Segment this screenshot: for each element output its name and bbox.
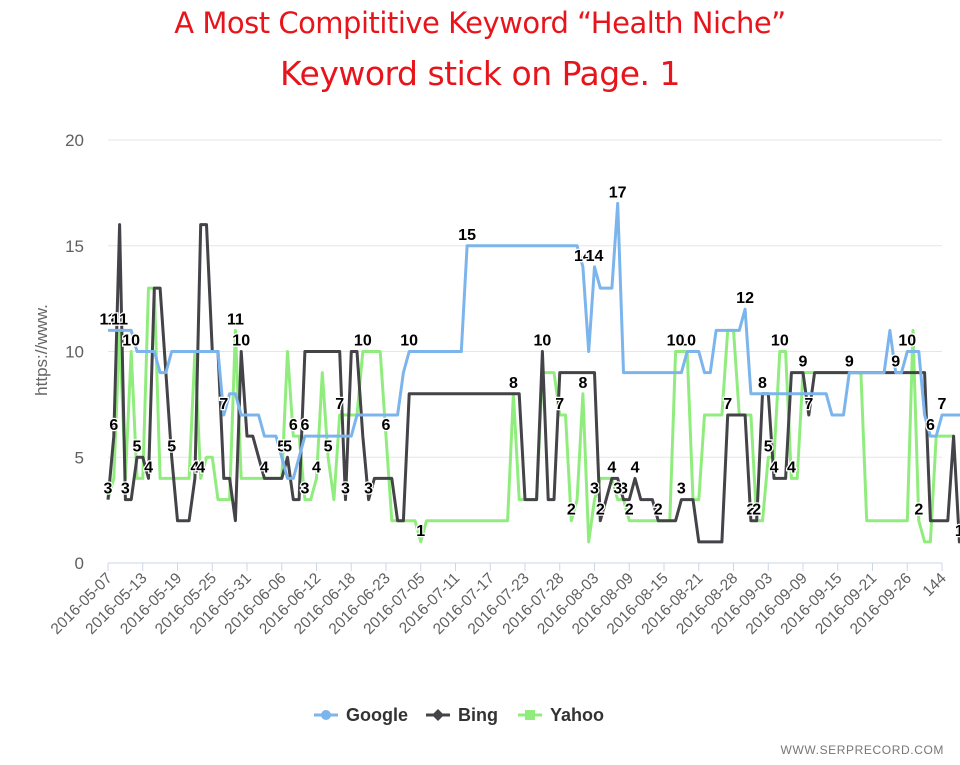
data-label: 5 (167, 438, 176, 455)
data-label: 14 (586, 248, 604, 265)
data-label: 2 (567, 502, 576, 519)
data-label: 8 (509, 375, 518, 392)
data-label: 3 (590, 481, 599, 498)
data-label: 9 (799, 354, 808, 371)
data-label: 6 (109, 417, 118, 434)
data-label: 10 (122, 333, 140, 350)
data-label: 4 (787, 459, 796, 476)
data-label: 4 (260, 459, 269, 476)
data-label: 14 (574, 248, 592, 265)
data-label: 5 (324, 438, 333, 455)
data-label: 3 (613, 481, 622, 498)
chart-title-line-2: Keyword stick on Page. 1 (280, 54, 680, 93)
data-label: 3 (300, 481, 309, 498)
y-tick-label: 10 (65, 343, 84, 362)
data-label: 7 (804, 396, 813, 413)
data-label: 10 (232, 333, 250, 350)
data-label: 7 (938, 396, 947, 413)
y-tick-label: 0 (75, 554, 84, 573)
data-label: 4 (770, 459, 779, 476)
data-label: 4 (631, 459, 640, 476)
data-label: 7 (335, 396, 344, 413)
data-label: 8 (578, 375, 587, 392)
data-label: 6 (926, 417, 935, 434)
data-label: 5 (277, 438, 286, 455)
data-label: 2 (625, 502, 634, 519)
data-label: 6 (300, 417, 309, 434)
data-label: 17 (609, 184, 627, 201)
legend-item-google[interactable]: Google (314, 705, 408, 725)
data-label: 4 (196, 459, 205, 476)
data-label: 2 (914, 502, 923, 519)
data-label: 5 (133, 438, 142, 455)
data-label: 8 (758, 375, 767, 392)
legend-marker-diamond (432, 709, 444, 721)
data-label: 2 (654, 502, 663, 519)
legend-label: Yahoo (550, 705, 604, 725)
data-label: 4 (312, 459, 321, 476)
data-label: 10 (667, 333, 685, 350)
data-label: 9 (845, 354, 854, 371)
series-line-bing (106, 223, 960, 544)
data-label: 2 (752, 502, 761, 519)
series-lines (106, 201, 960, 544)
data-label: 7 (219, 396, 228, 413)
data-label: 2 (746, 502, 755, 519)
legend-item-yahoo[interactable]: Yahoo (518, 705, 604, 725)
x-tick-label: 144 (920, 570, 951, 601)
data-label: 3 (364, 481, 373, 498)
data-label: 1 (955, 523, 960, 540)
data-label: 6 (382, 417, 391, 434)
y-tick-label: 20 (65, 131, 84, 150)
data-label: 15 (458, 227, 476, 244)
data-label: 5 (764, 438, 773, 455)
data-label: 12 (736, 290, 754, 307)
y-axis-label: https://www. (32, 304, 51, 396)
legend-marker-square (525, 710, 535, 720)
data-label: 3 (619, 481, 628, 498)
data-label: 4 (144, 459, 153, 476)
data-label: 11 (111, 311, 128, 328)
data-label: 3 (341, 481, 350, 498)
data-label: 4 (190, 459, 199, 476)
legend-label: Google (346, 705, 408, 725)
legend[interactable]: Google Bing Yahoo (314, 705, 604, 725)
data-label: 3 (677, 481, 686, 498)
data-label: 9 (891, 354, 900, 371)
data-label: 2 (596, 502, 605, 519)
data-label: 1 (416, 523, 425, 540)
data-label: 7 (555, 396, 564, 413)
data-label: 5 (283, 438, 292, 455)
data-label: 10 (898, 333, 916, 350)
y-tick-label: 15 (65, 237, 84, 256)
data-label: 10 (354, 333, 372, 350)
watermark: WWW.SERPRECORD.COM (780, 743, 944, 757)
y-axis: 0 5 10 15 20 https://www. (32, 131, 84, 573)
data-label: 11 (100, 311, 117, 328)
series-line-google (108, 201, 960, 480)
data-label: 10 (678, 333, 696, 350)
data-label: 3 (104, 481, 113, 498)
data-label: 10 (771, 333, 789, 350)
data-label: 4 (607, 459, 616, 476)
data-label: 10 (533, 333, 551, 350)
y-tick-label: 5 (75, 448, 84, 467)
chart-title-line-1: A Most Compititive Keyword “Health Niche… (174, 6, 786, 40)
data-label: 3 (121, 481, 130, 498)
legend-label: Bing (458, 705, 498, 725)
data-label: 10 (400, 333, 418, 350)
data-label: 6 (289, 417, 298, 434)
x-axis: 2016-05-072016-05-132016-05-192016-05-25… (48, 562, 951, 638)
data-label: 7 (723, 396, 732, 413)
data-label: 11 (227, 311, 244, 328)
legend-item-bing[interactable]: Bing (426, 705, 498, 725)
legend-marker-circle (321, 710, 331, 720)
